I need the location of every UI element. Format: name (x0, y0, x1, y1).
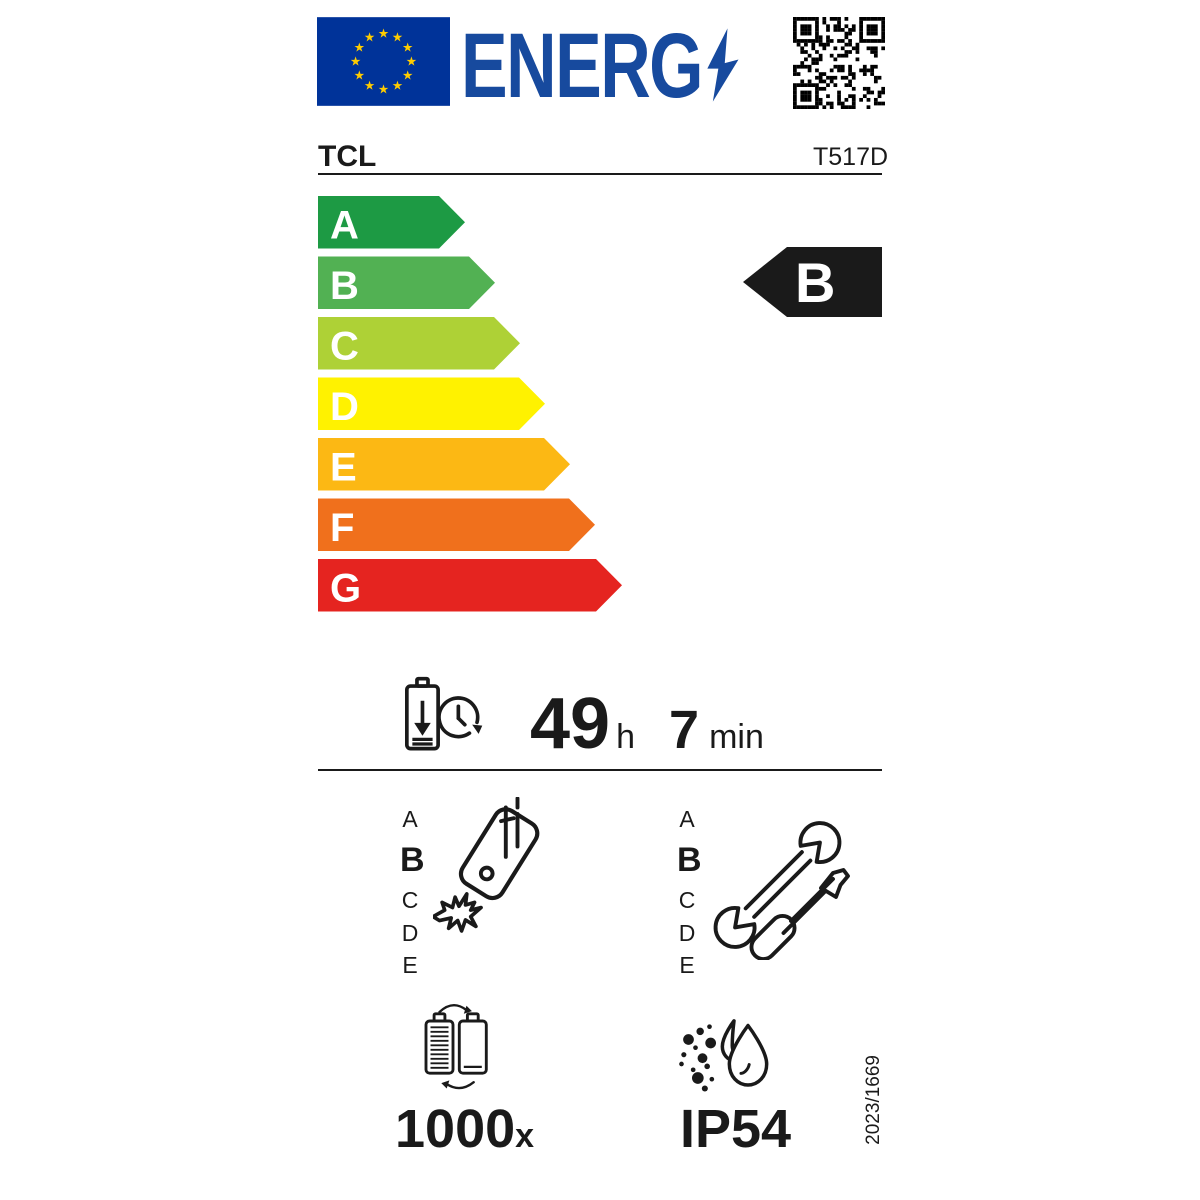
svg-text:A: A (330, 203, 359, 247)
svg-text:B: B (330, 264, 359, 308)
svg-text:G: G (330, 566, 361, 610)
svg-text:B: B (795, 251, 835, 314)
svg-text:C: C (330, 324, 359, 368)
svg-text:D: D (330, 385, 359, 429)
svg-text:F: F (330, 506, 354, 550)
svg-text:E: E (330, 445, 357, 489)
